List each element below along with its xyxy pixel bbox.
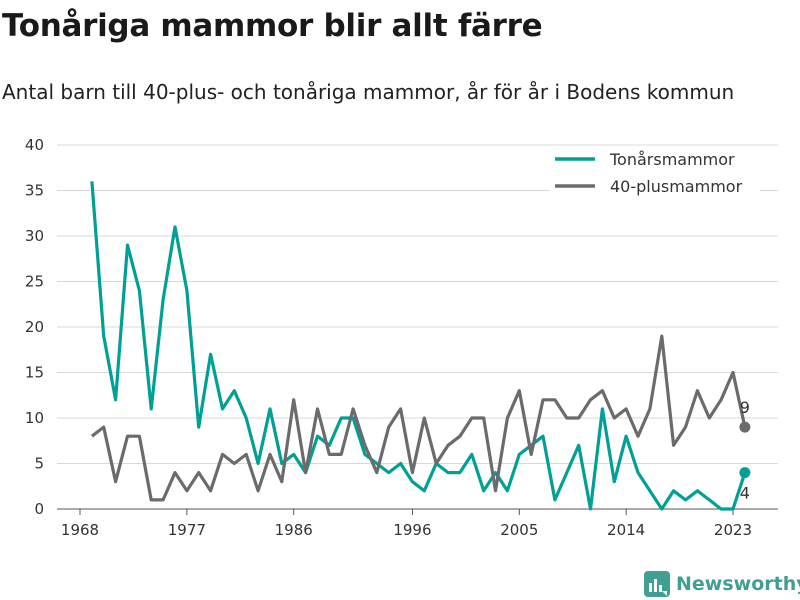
x-tick-label: 1996 — [393, 521, 431, 539]
y-tick-label: 25 — [25, 273, 44, 291]
x-tick-label: 1968 — [61, 521, 99, 539]
y-axis: 0 5 10 15 20 25 30 35 40 — [25, 136, 44, 518]
legend: Tonårsmammor 40-plusmammor — [550, 148, 760, 206]
chart-title: Tonåriga mammor blir allt färre — [2, 8, 543, 44]
newsworthy-logo-icon — [644, 571, 670, 597]
x-tick-label: 2005 — [500, 521, 538, 539]
y-tick-label: 40 — [25, 136, 44, 154]
end-label-teen-mothers: 4 — [740, 484, 750, 503]
y-tick-label: 10 — [25, 409, 44, 427]
y-tick-label: 5 — [34, 455, 44, 473]
y-tick-label: 35 — [25, 182, 44, 200]
chart-subtitle: Antal barn till 40-plus- och tonåriga ma… — [2, 80, 735, 104]
y-tick-label: 20 — [25, 318, 44, 336]
series-line-teen-mothers — [90, 181, 747, 511]
end-point-teen-mothers — [739, 467, 751, 479]
y-tick-label: 30 — [25, 227, 44, 245]
brand-name: Newsworthy — [676, 573, 800, 595]
x-axis: 1968 1977 1986 1996 2005 2014 2023 — [57, 508, 778, 539]
x-tick-label: 1977 — [168, 521, 206, 539]
legend-label-teen-mothers: Tonårsmammor — [609, 150, 735, 169]
y-tick-label: 0 — [34, 500, 44, 518]
end-label-forty-plus-mothers: 9 — [740, 398, 750, 417]
series-lines: 49 — [90, 181, 751, 511]
x-tick-label: 1986 — [275, 521, 313, 539]
x-tick-label: 2023 — [714, 521, 752, 539]
x-tick-label: 2014 — [607, 521, 645, 539]
series-line-forty-plus-mothers — [90, 334, 747, 502]
legend-label-forty-plus-mothers: 40-plusmammor — [610, 177, 743, 196]
end-point-forty-plus-mothers — [739, 421, 751, 433]
y-tick-label: 15 — [25, 364, 44, 382]
newsworthy-brand: Newsworthy — [644, 570, 800, 598]
